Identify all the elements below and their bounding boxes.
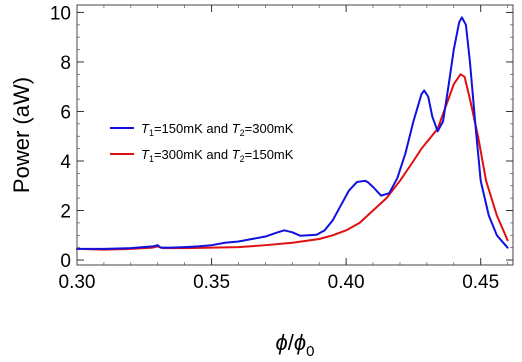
x-tick-label: 0.30: [59, 272, 96, 293]
legend: T1​=150mK and T2​=300mK T1​=300mK and T2​…: [110, 121, 294, 164]
legend-entry-1: T1​=150mK and T2​=300mK: [141, 121, 294, 138]
y-tick-label: 4: [60, 152, 71, 173]
y-tick-label: 10: [50, 3, 71, 24]
x-axis-label: ϕ/ϕ0​: [276, 330, 315, 360]
labels-layer: 0.30 0.35 0.40 0.45 0 2 4 6 8 10 Power (aW) ϕ/ϕ0​: [9, 3, 499, 360]
series-layer: [76, 16, 509, 251]
y-tick-label: 2: [60, 202, 71, 223]
y-tick-label: 0: [60, 251, 71, 272]
y-axis-label: Power (aW): [9, 77, 34, 193]
y-tick-label: 8: [60, 53, 71, 74]
x-tick-label: 0.45: [462, 272, 499, 293]
plot-frame: [76, 4, 514, 266]
series-line-1: [76, 16, 509, 250]
frame-layer: [76, 4, 514, 266]
x-tick-label: 0.40: [328, 272, 365, 293]
legend-entry-2: T1​=300mK and T2​=150mK: [141, 147, 294, 164]
y-tick-label: 6: [60, 102, 71, 123]
x-tick-label: 0.35: [193, 272, 230, 293]
